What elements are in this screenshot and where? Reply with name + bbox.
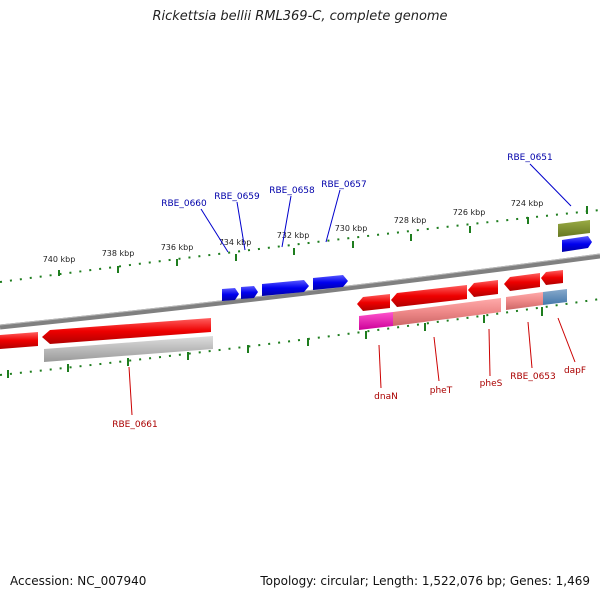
feature-bar-pheT[interactable] bbox=[393, 298, 501, 326]
top-gene-labels: RBE_0660 RBE_0659 RBE_0658 RBE_0657 RBE_… bbox=[161, 153, 553, 209]
genome-backbone bbox=[0, 253, 600, 330]
gene-arrow-RBE_0660[interactable] bbox=[222, 288, 239, 301]
feature-bars bbox=[44, 289, 567, 362]
ruler-top-labels: 740 kbp 738 kbp 736 kbp 734 kbp 732 kbp … bbox=[43, 199, 544, 264]
gene-label[interactable]: pheT bbox=[430, 386, 453, 396]
gene-label[interactable]: RBE_0659 bbox=[214, 192, 260, 202]
gene-arrow-dnaN[interactable] bbox=[357, 294, 390, 311]
reverse-strand-genes bbox=[0, 270, 563, 349]
label-leaders bbox=[128, 163, 576, 416]
gene-arrow-dapF[interactable] bbox=[541, 270, 563, 285]
ruler-top bbox=[0, 206, 600, 283]
feature-bar-RBE_0653[interactable] bbox=[506, 292, 543, 310]
gene-arrow-upstream[interactable] bbox=[0, 332, 38, 349]
feature-bar-dapF[interactable] bbox=[543, 289, 567, 305]
gene-arrow-RBE_0657[interactable] bbox=[313, 275, 348, 290]
ruler-label: 728 kbp bbox=[394, 216, 427, 225]
ruler-label: 726 kbp bbox=[453, 208, 486, 217]
ruler-label: 734 kbp bbox=[219, 238, 252, 247]
ruler-bottom bbox=[0, 298, 600, 378]
feature-bar-dnaN[interactable] bbox=[359, 312, 393, 330]
gene-label[interactable]: RBE_0657 bbox=[321, 180, 367, 190]
ruler-label: 736 kbp bbox=[161, 243, 194, 252]
gene-label[interactable]: pheS bbox=[480, 379, 503, 389]
genome-summary-text: Topology: circular; Length: 1,522,076 bp… bbox=[260, 574, 590, 588]
accession-text: Accession: NC_007940 bbox=[10, 574, 147, 588]
gene-arrow-RBE_0653[interactable] bbox=[504, 273, 540, 291]
gene-label[interactable]: RBE_0660 bbox=[161, 199, 207, 209]
gene-arrow-RBE_0658[interactable] bbox=[262, 280, 309, 296]
gene-arrow-RBE_0659[interactable] bbox=[241, 286, 258, 299]
gene-arrow-pheT[interactable] bbox=[391, 285, 467, 307]
ruler-label: 740 kbp bbox=[43, 255, 76, 264]
gene-label[interactable]: RBE_0653 bbox=[510, 372, 556, 382]
gene-arrow-RBE_0652[interactable] bbox=[562, 236, 592, 252]
ruler-major-tick bbox=[58, 206, 588, 276]
gene-label[interactable]: RBE_0651 bbox=[507, 153, 553, 163]
gene-arrow-pheS[interactable] bbox=[468, 280, 498, 297]
gene-bar-RBE_0651[interactable] bbox=[558, 220, 590, 237]
ruler-label: 724 kbp bbox=[511, 199, 544, 208]
gene-label[interactable]: dapF bbox=[564, 366, 586, 376]
bottom-gene-labels: RBE_0661 dnaN pheT pheS RBE_0653 dapF bbox=[112, 366, 586, 430]
ruler-label: 738 kbp bbox=[102, 249, 135, 258]
ruler-label: 732 kbp bbox=[277, 231, 310, 240]
feature-bar-RBE_0661[interactable] bbox=[44, 336, 213, 362]
gene-label[interactable]: RBE_0661 bbox=[112, 420, 158, 430]
ruler-label: 730 kbp bbox=[335, 224, 368, 233]
gene-label[interactable]: RBE_0658 bbox=[269, 186, 315, 196]
gene-label[interactable]: dnaN bbox=[374, 392, 398, 402]
forward-strand-genes bbox=[222, 220, 592, 301]
map-title: Rickettsia bellii RML369-C, complete gen… bbox=[152, 9, 448, 24]
gene-arrow-RBE_0661[interactable] bbox=[42, 318, 211, 344]
